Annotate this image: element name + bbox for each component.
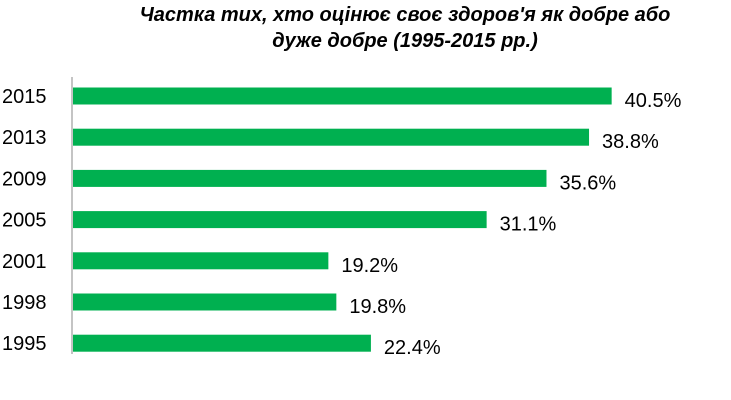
- chart-title-line-2: дуже добре (1995-2015 рр.): [272, 30, 538, 52]
- data-label: 38.8%: [602, 131, 659, 153]
- data-label: 35.6%: [559, 172, 616, 194]
- data-label: 40.5%: [625, 90, 682, 112]
- category-label: 2001: [2, 251, 47, 273]
- bar-1998: [73, 293, 337, 311]
- bar-2015: [73, 87, 612, 105]
- category-label: 2013: [2, 127, 47, 149]
- category-label: 2005: [2, 210, 47, 232]
- category-label: 1995: [2, 333, 47, 355]
- data-label: 19.2%: [341, 255, 398, 277]
- bar-2009: [73, 169, 547, 187]
- bar-2001: [73, 252, 329, 270]
- chart-title: Частка тих, хто оцінює своє здоров'я як …: [80, 2, 730, 54]
- chart-title-line-1: Частка тих, хто оцінює своє здоров'я як …: [139, 4, 671, 26]
- category-label: 2009: [2, 168, 47, 190]
- bar-1995: [73, 334, 371, 352]
- bar-2005: [73, 211, 487, 229]
- bar-2013: [73, 128, 590, 146]
- data-label: 19.8%: [349, 296, 406, 318]
- data-label: 31.1%: [500, 214, 557, 236]
- category-label: 1998: [2, 292, 47, 314]
- category-label: 2015: [2, 86, 47, 108]
- data-label: 22.4%: [384, 337, 441, 359]
